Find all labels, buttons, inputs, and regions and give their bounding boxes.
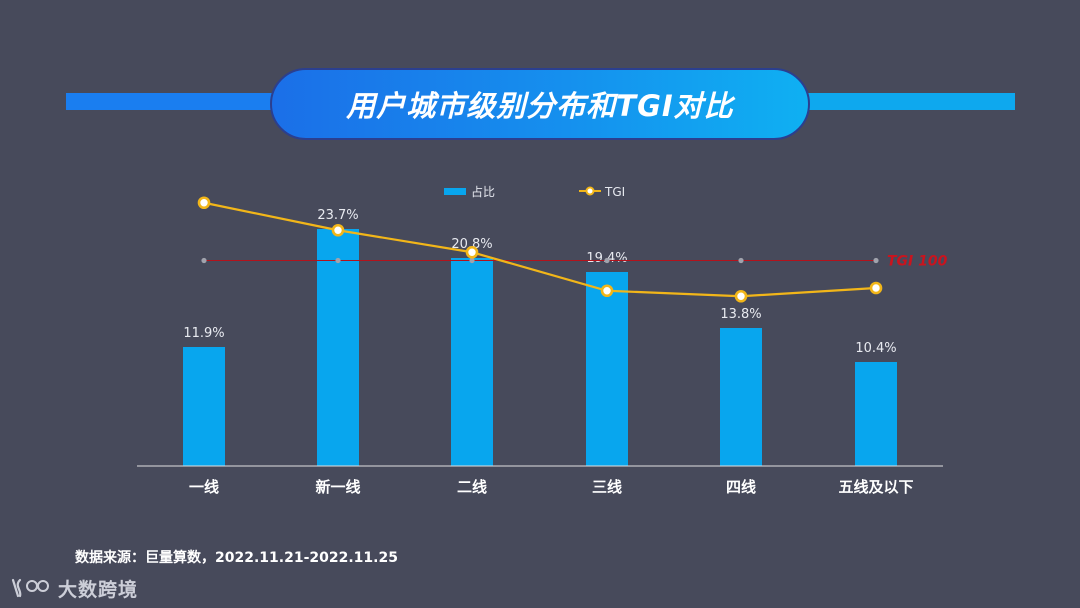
tgi-line-series bbox=[197, 196, 883, 303]
x-tick-label: 二线 bbox=[457, 478, 487, 496]
title-banner-right-stripe bbox=[806, 93, 1015, 110]
reference-point bbox=[738, 257, 744, 264]
bar bbox=[317, 229, 359, 466]
reference-point bbox=[335, 257, 341, 264]
reference-point bbox=[469, 257, 475, 264]
tgi-reference-line: TGI 100 bbox=[201, 254, 948, 270]
legend-label-tgi: TGI bbox=[604, 185, 625, 199]
reference-point bbox=[604, 257, 610, 264]
x-tick-label: 五线及以下 bbox=[838, 478, 913, 496]
bar-series: 11.9%23.7%20.8%19.4%13.8%10.4% bbox=[183, 208, 897, 466]
x-tick-label: 三线 bbox=[592, 478, 622, 496]
bar-value-label: 20.8% bbox=[451, 237, 492, 252]
brand-logo-text: 大数跨境 bbox=[58, 578, 139, 601]
bar bbox=[451, 258, 493, 466]
reference-point bbox=[873, 257, 879, 264]
bar bbox=[720, 328, 762, 466]
bar bbox=[586, 272, 628, 466]
brand-logo-icon bbox=[11, 578, 49, 598]
title-banner-left-stripe bbox=[66, 93, 276, 110]
reference-label: TGI 100 bbox=[887, 254, 948, 270]
bar-value-label: 10.4% bbox=[855, 341, 896, 356]
bar-value-label: 11.9% bbox=[183, 326, 224, 341]
tgi-line bbox=[203, 201, 877, 298]
legend-swatch-tgi-marker bbox=[585, 186, 595, 196]
reference-point bbox=[201, 257, 207, 264]
legend-swatch-share bbox=[444, 188, 466, 195]
bar-value-label: 23.7% bbox=[317, 208, 358, 223]
legend-label-share: 占比 bbox=[471, 184, 495, 199]
bar bbox=[855, 362, 897, 466]
tgi-point bbox=[465, 245, 479, 259]
x-tick-label: 一线 bbox=[189, 478, 219, 496]
x-tick-label: 新一线 bbox=[315, 478, 360, 496]
tgi-point bbox=[734, 289, 748, 303]
title-banner: 用户城市级别分布和TGI对比 bbox=[270, 68, 810, 140]
bar-value-label: 13.8% bbox=[720, 307, 761, 322]
data-source-note: 数据来源：巨量算数，2022.11.21-2022.11.25 bbox=[75, 550, 398, 566]
bar bbox=[183, 347, 225, 466]
tgi-point bbox=[600, 284, 614, 298]
x-axis: 一线 新一线 二线 三线 四线 五线及以下 bbox=[137, 465, 943, 496]
tgi-point bbox=[869, 281, 883, 295]
x-tick-label: 四线 bbox=[726, 478, 756, 496]
tgi-point bbox=[331, 223, 345, 237]
chart-title: 用户城市级别分布和TGI对比 bbox=[346, 89, 734, 123]
brand-logo: 大数跨境 bbox=[10, 574, 138, 602]
legend: 占比 TGI bbox=[444, 184, 625, 199]
tgi-point bbox=[197, 196, 211, 210]
